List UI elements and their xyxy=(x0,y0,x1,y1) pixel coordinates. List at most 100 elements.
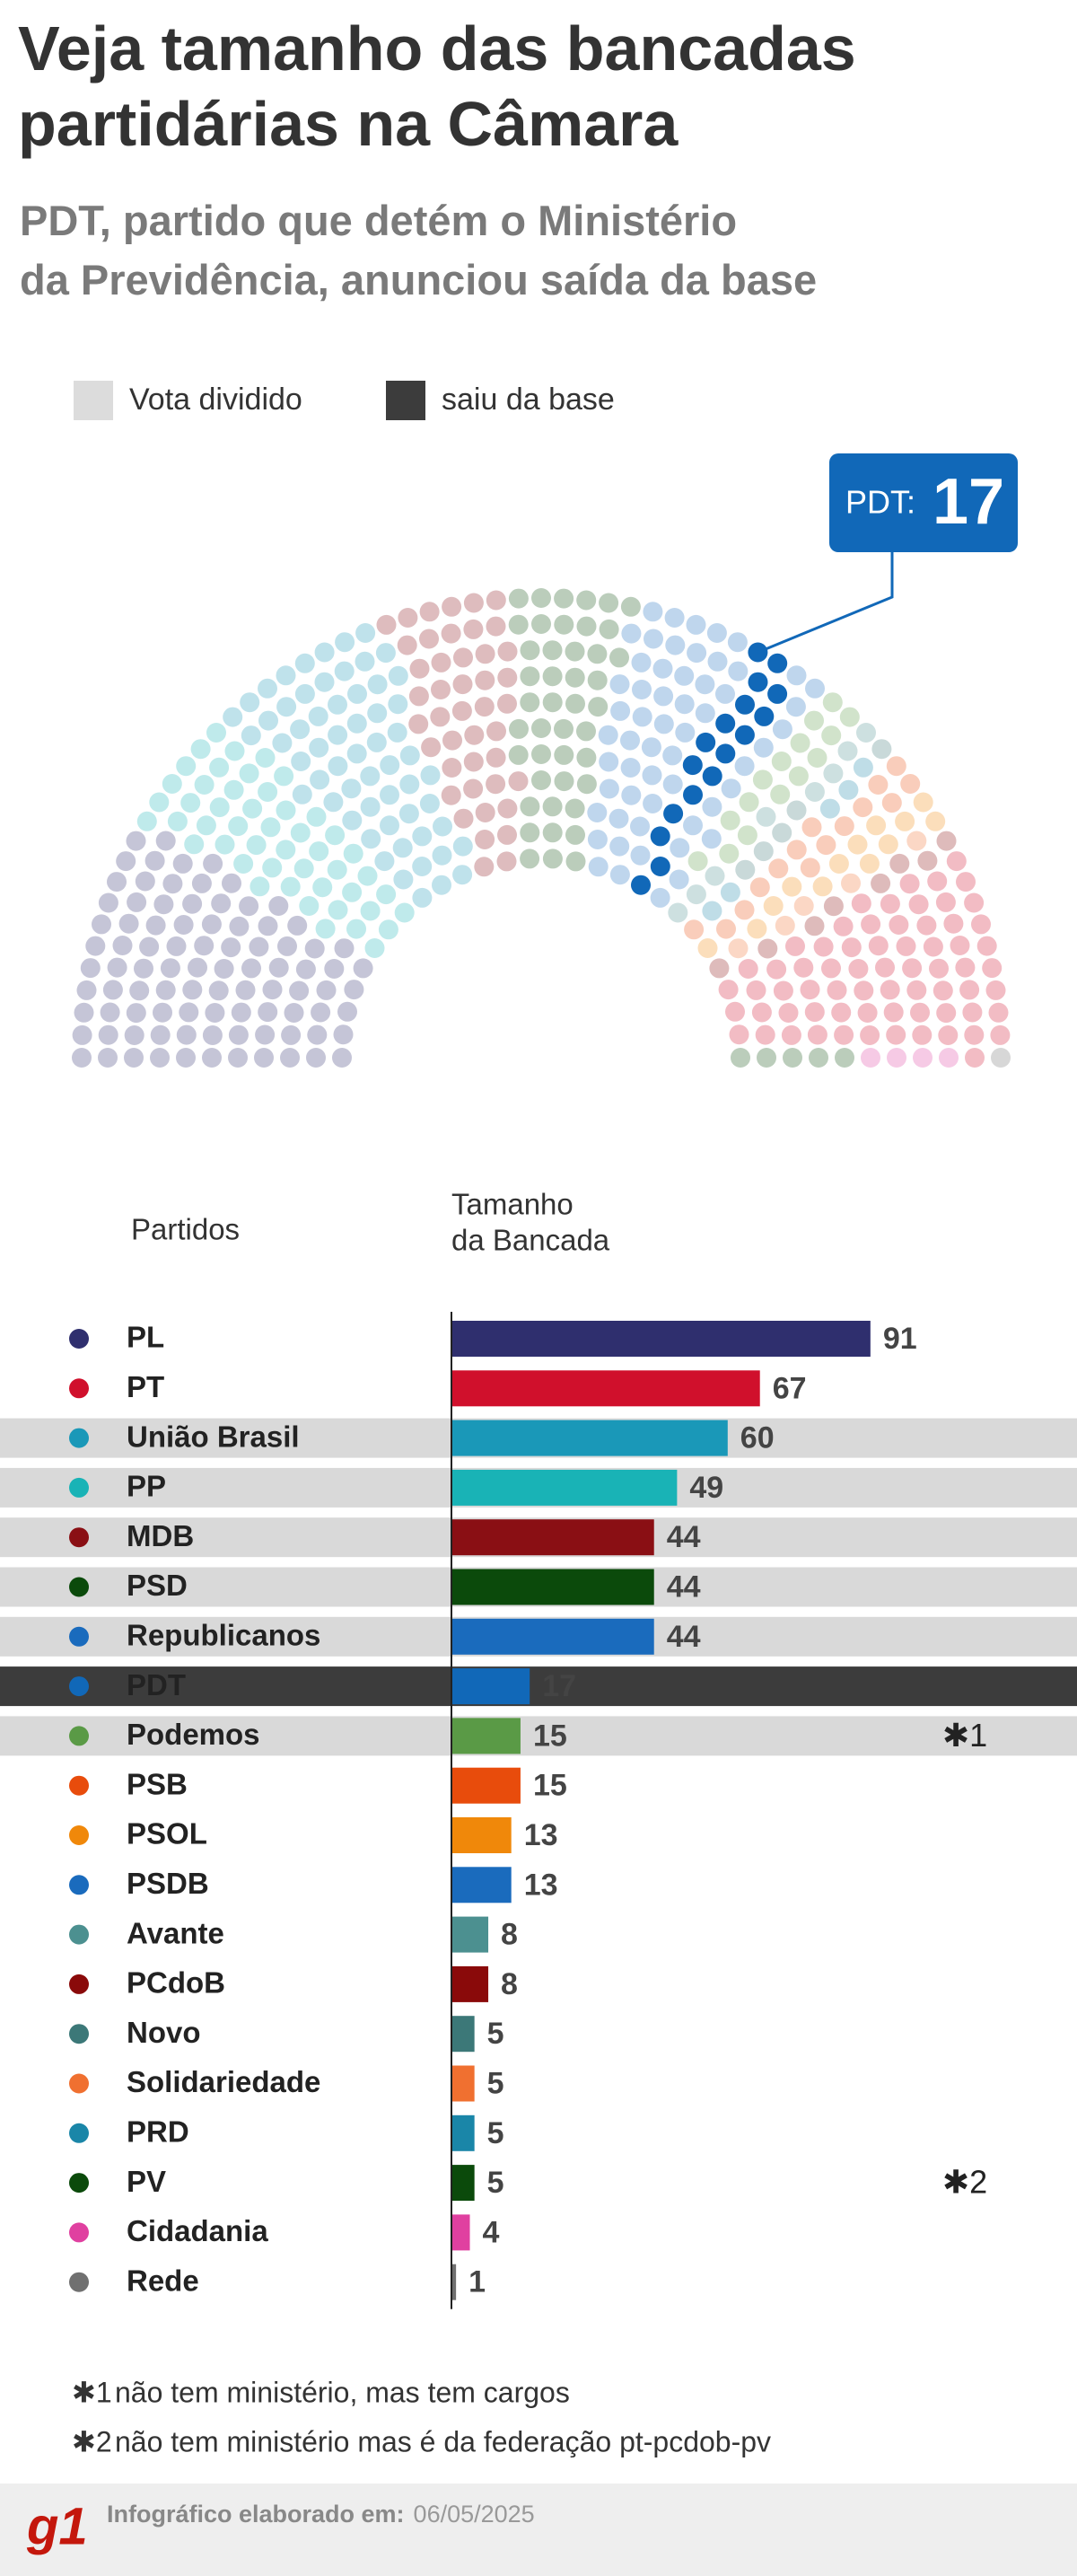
seat xyxy=(294,683,315,704)
seat xyxy=(751,1002,772,1023)
seat xyxy=(962,1002,983,1023)
bar xyxy=(451,1668,530,1705)
seat xyxy=(208,980,229,1001)
seat xyxy=(668,902,688,923)
seat xyxy=(135,871,155,892)
seat xyxy=(721,778,741,799)
seat xyxy=(294,653,315,673)
seat xyxy=(182,893,203,914)
seat xyxy=(107,957,127,978)
seat xyxy=(702,766,722,787)
seat xyxy=(587,670,608,690)
value-label: 1 xyxy=(468,2265,486,2299)
party-name: Rede xyxy=(127,2264,199,2297)
seat xyxy=(309,737,329,758)
seat xyxy=(739,792,759,813)
seat xyxy=(866,815,887,836)
seat xyxy=(474,857,495,877)
bar xyxy=(451,1965,489,2002)
seat xyxy=(299,896,320,916)
seat xyxy=(328,694,347,715)
seat xyxy=(857,1003,878,1023)
party-dot xyxy=(69,1726,89,1746)
value-label: 5 xyxy=(487,2116,504,2150)
party-dot xyxy=(69,1775,89,1796)
seat xyxy=(531,588,551,608)
seat xyxy=(763,896,784,916)
seat xyxy=(332,1048,352,1068)
value-label: 8 xyxy=(501,1918,518,1952)
seat xyxy=(565,667,585,688)
seat xyxy=(520,692,540,713)
seat xyxy=(900,774,921,794)
seat xyxy=(324,959,345,979)
seat xyxy=(231,1002,251,1023)
seat xyxy=(705,866,725,886)
seat xyxy=(136,811,157,831)
seat xyxy=(531,770,551,790)
callout-value: 17 xyxy=(933,466,1004,538)
seat xyxy=(314,642,335,663)
seat xyxy=(173,915,194,935)
seat xyxy=(149,792,170,813)
seat xyxy=(982,958,1003,979)
seat xyxy=(334,938,355,959)
seat xyxy=(910,1002,930,1023)
seat xyxy=(785,697,806,717)
seat xyxy=(696,732,716,752)
seat xyxy=(565,824,585,845)
bar xyxy=(451,2114,475,2151)
seat xyxy=(801,817,822,838)
seat xyxy=(228,1048,248,1068)
value-label: 5 xyxy=(487,2017,504,2051)
seat xyxy=(816,835,836,856)
seat xyxy=(631,652,652,673)
seat xyxy=(695,703,715,724)
seat xyxy=(260,817,281,838)
seat xyxy=(397,635,417,655)
seat xyxy=(822,692,843,713)
seat xyxy=(859,853,880,874)
seat xyxy=(367,703,388,724)
seat xyxy=(823,896,844,917)
seat xyxy=(756,806,776,827)
party-name: Cidadania xyxy=(127,2214,268,2247)
seat xyxy=(804,710,824,731)
seat xyxy=(496,851,517,872)
seat xyxy=(277,936,297,956)
seat xyxy=(686,614,706,635)
party-name: PRD xyxy=(127,2115,189,2149)
seat xyxy=(314,672,335,692)
bar xyxy=(451,2065,475,2102)
seat xyxy=(308,706,328,726)
seat xyxy=(868,775,889,795)
seat xyxy=(98,1024,118,1045)
seat xyxy=(834,1024,854,1045)
seat xyxy=(971,914,991,935)
seat xyxy=(821,725,842,746)
seat xyxy=(380,755,400,776)
seat xyxy=(887,1048,906,1068)
seat xyxy=(985,980,1006,1000)
seat xyxy=(311,1002,331,1023)
seat xyxy=(727,632,748,653)
seat xyxy=(833,916,854,936)
seat xyxy=(355,623,376,643)
value-label: 13 xyxy=(524,1868,558,1902)
seat xyxy=(687,643,707,664)
seat xyxy=(683,815,703,836)
party-name: União Brasil xyxy=(127,1420,300,1453)
seat xyxy=(272,733,293,753)
seat xyxy=(933,980,953,1001)
seat xyxy=(441,623,461,644)
seat xyxy=(620,730,640,751)
seat xyxy=(258,1002,278,1023)
seat xyxy=(861,914,881,935)
seat xyxy=(334,661,355,681)
value-label: 4 xyxy=(483,2215,500,2249)
seat xyxy=(315,919,336,939)
seat xyxy=(881,793,902,813)
value-label: 44 xyxy=(667,1620,701,1654)
seat xyxy=(520,796,540,817)
